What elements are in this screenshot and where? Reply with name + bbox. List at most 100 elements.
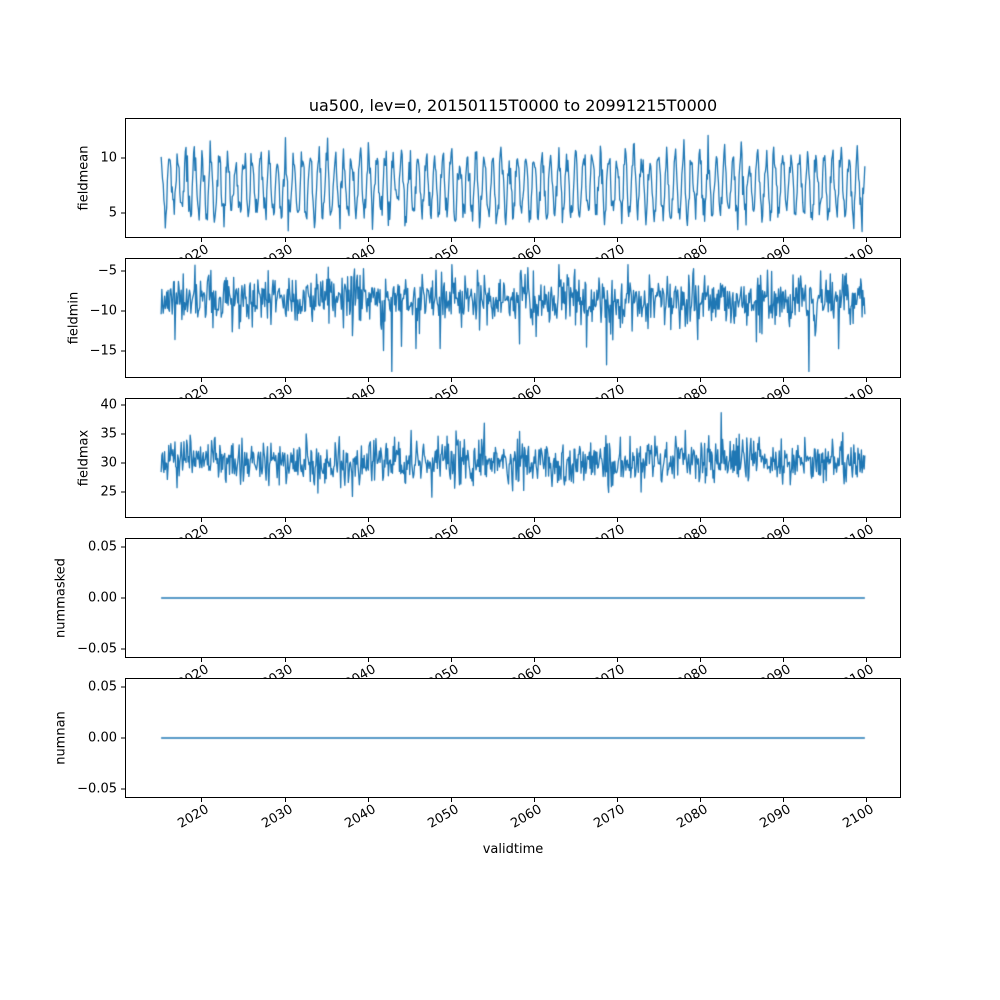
x-tick	[783, 378, 785, 382]
y-tick	[121, 462, 125, 464]
y-tick-label: −5	[97, 263, 117, 279]
y-tick-label: 30	[100, 455, 117, 471]
y-tick	[121, 350, 125, 352]
y-axis-label-numnan: numnan	[53, 711, 69, 765]
y-tick-label: 10	[100, 150, 117, 166]
axes-fieldmin	[125, 258, 901, 378]
x-tick	[450, 238, 452, 242]
x-tick-label: 2040	[341, 802, 379, 832]
x-tick	[284, 658, 286, 662]
y-tick	[121, 212, 125, 214]
y-tick	[121, 737, 125, 739]
figure-title: ua500, lev=0, 20150115T0000 to 20991215T…	[308, 96, 718, 115]
series-line-nummasked	[126, 539, 900, 657]
x-tick	[699, 238, 701, 242]
x-tick	[866, 798, 868, 802]
x-tick	[783, 798, 785, 802]
x-tick	[616, 658, 618, 662]
x-tick	[450, 378, 452, 382]
x-tick	[201, 798, 203, 802]
y-axis-label-nummasked: nummasked	[53, 558, 69, 638]
x-tick	[367, 798, 369, 802]
x-tick	[201, 658, 203, 662]
x-tick	[783, 518, 785, 522]
x-tick-label: 2020	[175, 802, 212, 832]
x-tick	[367, 378, 369, 382]
y-axis-label-fieldmax: fieldmax	[76, 429, 92, 487]
y-tick-label: 35	[100, 426, 117, 442]
y-tick-label: 0.05	[88, 539, 117, 555]
x-tick	[699, 518, 701, 522]
x-tick-label: 2050	[425, 802, 462, 832]
x-tick	[450, 798, 452, 802]
y-tick	[121, 433, 125, 435]
x-tick-label: 2070	[591, 802, 628, 832]
y-tick-label: −10	[89, 303, 117, 319]
x-tick	[367, 238, 369, 242]
x-tick	[616, 518, 618, 522]
series-line-fieldmin	[126, 259, 900, 377]
x-tick-label: 2080	[674, 802, 711, 832]
x-tick	[533, 798, 535, 802]
x-tick	[866, 518, 868, 522]
x-tick	[616, 238, 618, 242]
x-tick	[367, 658, 369, 662]
x-tick	[699, 378, 701, 382]
x-tick	[450, 658, 452, 662]
x-tick	[616, 798, 618, 802]
y-tick-label: 40	[100, 397, 117, 413]
x-tick	[783, 238, 785, 242]
y-tick	[121, 491, 125, 493]
y-tick	[121, 270, 125, 272]
x-tick	[367, 518, 369, 522]
series-line-fieldmax	[126, 399, 900, 517]
x-tick-label: 2060	[508, 802, 545, 832]
x-tick	[866, 238, 868, 242]
x-tick	[284, 518, 286, 522]
x-tick	[533, 378, 535, 382]
x-tick	[616, 378, 618, 382]
y-tick	[121, 310, 125, 312]
x-tick-label: 2090	[757, 802, 794, 832]
x-axis-label: validtime	[482, 842, 544, 857]
y-tick-label: −0.05	[77, 781, 117, 797]
y-axis-label-fieldmin: fieldmin	[66, 291, 82, 345]
y-tick-label: 0.00	[88, 590, 117, 606]
y-tick	[121, 546, 125, 548]
y-tick	[121, 597, 125, 599]
x-tick	[533, 518, 535, 522]
x-tick	[201, 518, 203, 522]
y-tick	[121, 788, 125, 790]
x-tick-label: 2030	[258, 802, 296, 832]
axes-nummasked	[125, 538, 901, 658]
x-tick	[201, 378, 203, 382]
series-line-numnan	[126, 679, 900, 797]
y-tick	[121, 648, 125, 650]
y-tick	[121, 157, 125, 159]
x-tick	[699, 798, 701, 802]
x-tick-label: 2100	[840, 802, 877, 832]
x-tick	[866, 378, 868, 382]
series-line-fieldmean	[126, 119, 900, 237]
axes-numnan	[125, 678, 901, 798]
y-tick-label: 25	[100, 484, 117, 500]
x-tick	[699, 658, 701, 662]
x-tick	[533, 238, 535, 242]
y-tick-label: 5	[108, 205, 117, 221]
x-tick	[284, 378, 286, 382]
y-axis-label-fieldmean: fieldmean	[76, 145, 92, 211]
y-tick-label: 0.00	[88, 730, 117, 746]
x-tick	[201, 238, 203, 242]
axes-fieldmean	[125, 118, 901, 238]
x-tick	[783, 658, 785, 662]
y-tick	[121, 404, 125, 406]
x-tick	[284, 798, 286, 802]
y-tick-label: −15	[89, 343, 117, 359]
y-tick-label: −0.05	[77, 641, 117, 657]
x-tick	[533, 658, 535, 662]
y-tick-label: 0.05	[88, 679, 117, 695]
y-tick	[121, 686, 125, 688]
x-tick	[284, 238, 286, 242]
x-tick	[866, 658, 868, 662]
